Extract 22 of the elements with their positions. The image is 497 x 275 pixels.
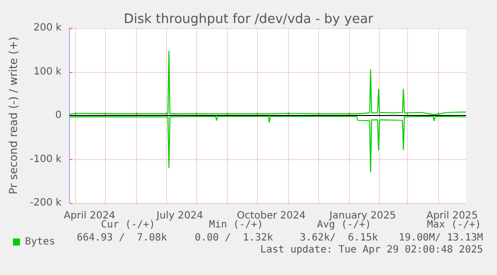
y-tick-label: 200 k	[34, 22, 62, 34]
x-tick-label: July 2024	[156, 210, 204, 222]
text: 0.00 / 1.32k	[194, 232, 274, 244]
x-tick-label: April 2024	[64, 210, 116, 222]
chart-title: Disk throughput for /dev/vda - by year	[124, 12, 374, 27]
text: Max (-/+)	[427, 220, 482, 230]
x-tick-label: April 2025	[426, 210, 478, 222]
text: Avg (-/+)	[317, 220, 372, 230]
text: Last update: Tue Apr 29 02:00:48 2025	[260, 244, 484, 256]
text: Min (-/+)	[209, 220, 264, 230]
y-tick-label: -200 k	[30, 198, 62, 208]
x-tick-label: January 2025	[328, 210, 396, 222]
y-tick-label: -100 k	[30, 154, 62, 165]
text: Cur (-/+)	[101, 220, 156, 230]
x-tick-label: October 2024	[236, 210, 306, 222]
text: 19.00M/ 13.13M	[398, 232, 484, 244]
text: 3.62k/ 6.15k	[300, 232, 378, 244]
legend-label: Bytes	[25, 236, 56, 248]
y-axis-title: Pr second read (-) / write (+)	[7, 36, 20, 194]
y-tick-label: 0	[55, 110, 62, 121]
text: 664.93 / 7.08k	[76, 232, 168, 244]
y-tick-label: 100 k	[34, 66, 62, 78]
